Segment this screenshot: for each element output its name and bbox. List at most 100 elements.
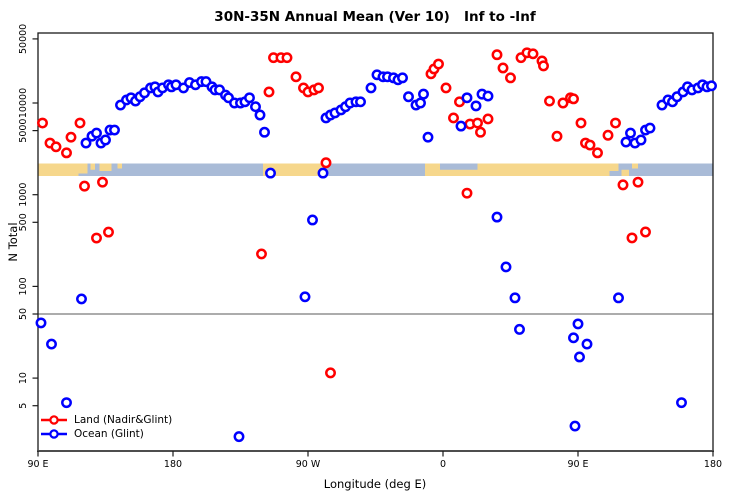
y-tick-label: 10 [18, 372, 29, 384]
y-tick-label: 50 [18, 308, 29, 320]
point-ocean [233, 431, 245, 443]
point-ocean [259, 126, 270, 138]
point-ocean [644, 122, 656, 134]
map-band-land-segment [90, 163, 95, 170]
x-tick-label: 90 E [27, 459, 48, 470]
point-ocean [569, 420, 581, 432]
point-land [50, 141, 62, 153]
point-ocean [46, 338, 57, 350]
point-land [103, 226, 114, 238]
point-ocean [625, 127, 636, 139]
point-ocean [470, 100, 482, 112]
point-ocean [109, 124, 120, 136]
point-land [602, 129, 614, 141]
x-axis-label: Longitude (deg E) [323, 477, 427, 491]
y-tick-label: 5000 [18, 119, 29, 143]
point-ocean [100, 134, 111, 146]
point-ocean [365, 82, 377, 94]
map-band-land-segment [263, 163, 326, 176]
point-ocean [355, 96, 366, 108]
point-land [263, 86, 275, 98]
point-land [575, 117, 587, 129]
legend-land-marker-icon [41, 415, 67, 425]
map-band-land-segment [609, 163, 619, 171]
y-tick-label: 100 [18, 277, 29, 295]
point-land [592, 147, 603, 159]
x-tick-label: 0 [440, 459, 446, 470]
point-ocean [706, 80, 717, 92]
point-ocean [244, 92, 255, 104]
point-ocean [76, 293, 87, 305]
point-ocean [613, 292, 624, 304]
point-land [325, 367, 336, 379]
point-ocean [514, 323, 525, 335]
point-land [97, 176, 108, 188]
point-ocean [572, 318, 584, 330]
map-band-land-segment [99, 163, 112, 171]
point-land [584, 139, 596, 151]
point-land [568, 93, 579, 105]
point-ocean [455, 120, 467, 132]
map-band-land-segment [440, 169, 478, 176]
legend-item-ocean: Ocean (Glint) [40, 427, 172, 441]
point-land [79, 180, 90, 192]
y-tick-label: 500 [18, 213, 29, 231]
point-ocean [620, 136, 632, 148]
point-ocean [491, 211, 503, 223]
x-tick-label: 90 W [296, 459, 321, 470]
point-land [320, 157, 332, 169]
point-land [448, 112, 459, 124]
point-ocean [574, 351, 585, 363]
legend-ocean-label: Ocean (Glint) [74, 428, 144, 440]
x-tick-label: 180 [704, 459, 722, 470]
point-land [256, 248, 267, 260]
point-land [610, 117, 621, 129]
point-land [65, 131, 77, 143]
x-tick-label: 180 [164, 459, 182, 470]
point-land [632, 176, 644, 188]
point-ocean [403, 91, 414, 103]
point-land [538, 60, 549, 72]
map-band-land-segment [78, 163, 88, 174]
chart-title: 30N-35N Annual Mean (Ver 10) Inf to -Inf [214, 9, 536, 25]
x-tick-label: 90 E [567, 459, 588, 470]
point-ocean [299, 291, 311, 303]
point-land [527, 48, 539, 60]
point-ocean [676, 397, 687, 409]
point-ocean [422, 131, 434, 143]
legend-item-land: Land (Nadir&Glint) [40, 413, 172, 427]
point-ocean [415, 97, 426, 109]
point-land [626, 232, 638, 244]
y-tick-label: 10000 [18, 88, 29, 118]
point-land [290, 71, 302, 83]
point-ocean [317, 167, 329, 179]
map-band-land-segment [425, 163, 440, 176]
legend-ocean-marker-icon [41, 429, 67, 439]
point-ocean [91, 127, 102, 139]
point-land [491, 49, 503, 61]
legend-land-label: Land (Nadir&Glint) [74, 414, 173, 426]
point-land [551, 130, 563, 142]
point-ocean [581, 338, 593, 350]
map-band-land-segment [117, 163, 122, 169]
point-ocean [509, 292, 521, 304]
point-land [505, 72, 516, 84]
point-land [472, 117, 483, 129]
point-land [91, 232, 102, 244]
point-land [617, 179, 629, 191]
point-land [313, 82, 324, 94]
point-ocean [635, 134, 647, 146]
point-land [497, 62, 509, 74]
point-land [461, 187, 473, 199]
point-ocean [254, 109, 266, 121]
point-ocean [250, 101, 261, 113]
legend: Land (Nadir&Glint) Ocean (Glint) [40, 413, 172, 441]
point-ocean [307, 214, 318, 226]
map-band-land-segment [632, 163, 638, 169]
point-land [544, 95, 555, 107]
point-land [475, 126, 486, 138]
point-ocean [418, 88, 429, 100]
point-land [557, 97, 569, 109]
